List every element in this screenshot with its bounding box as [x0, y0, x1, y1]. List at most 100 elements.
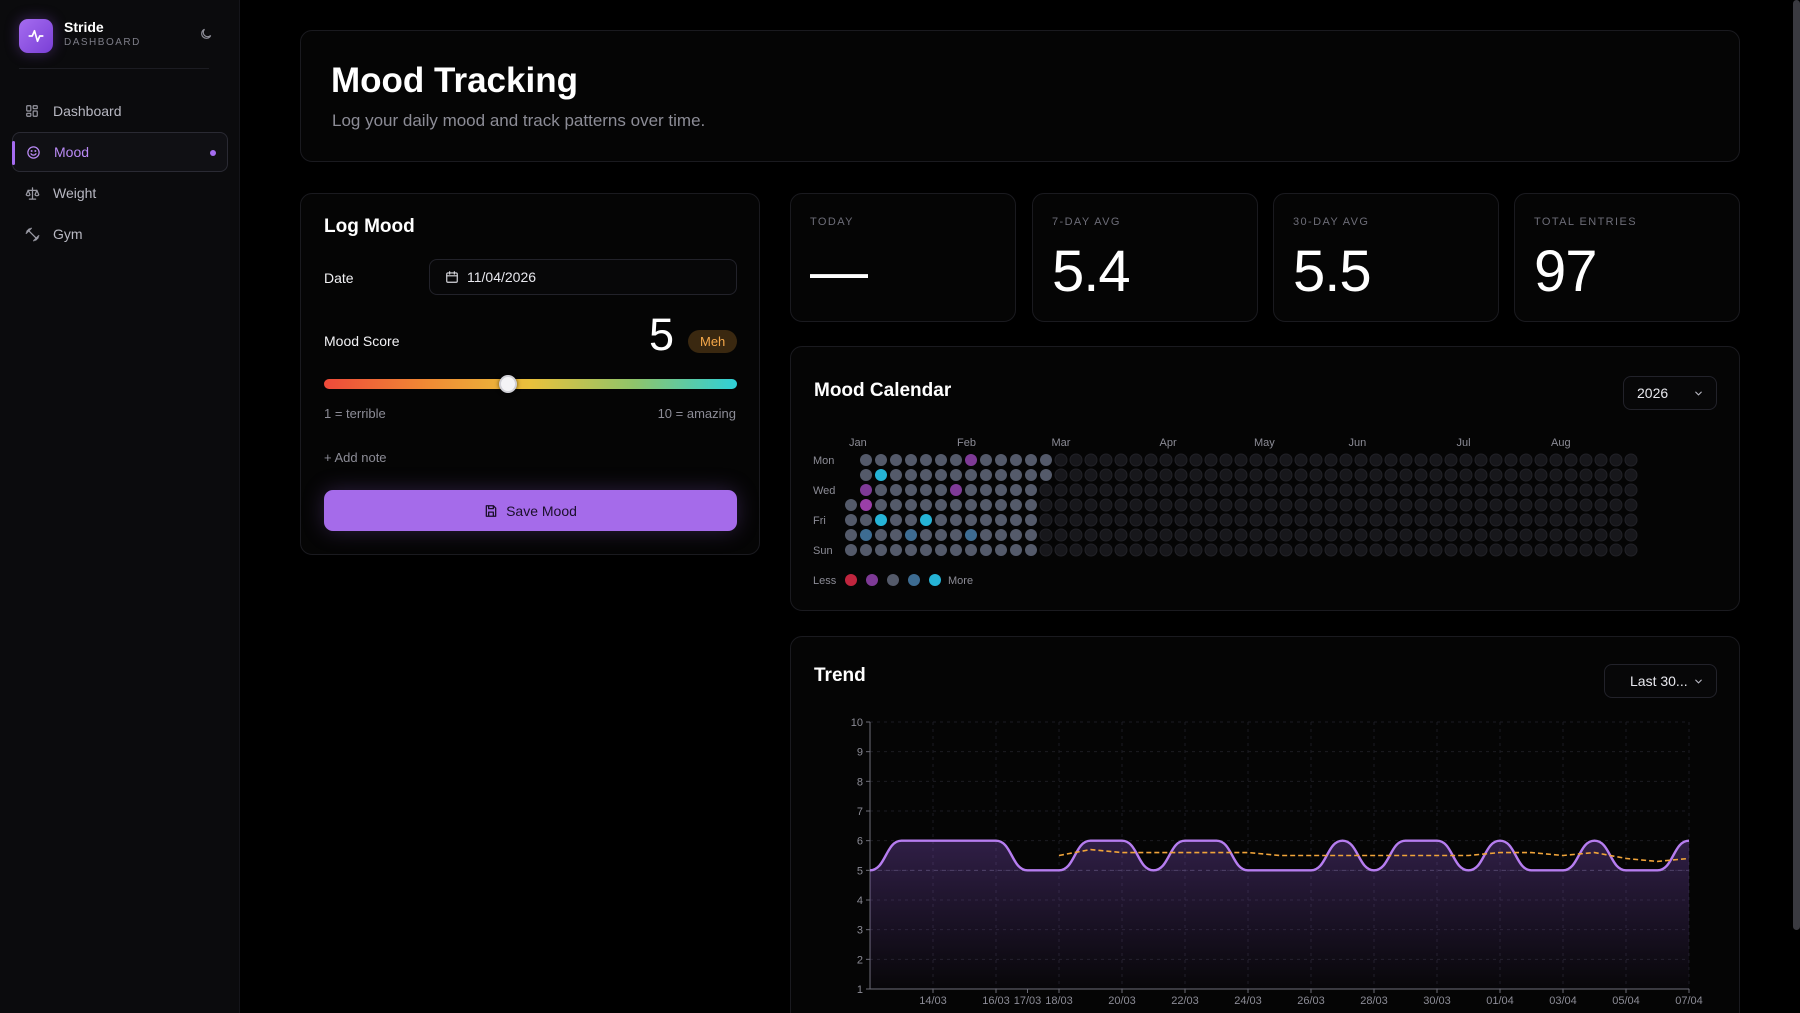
calendar-day-cell[interactable]: [1144, 483, 1158, 497]
calendar-day-cell[interactable]: [980, 484, 992, 496]
calendar-day-cell[interactable]: [1459, 543, 1473, 557]
calendar-day-cell[interactable]: [1025, 529, 1037, 541]
calendar-day-cell[interactable]: [965, 469, 977, 481]
calendar-day-cell[interactable]: [1144, 528, 1158, 542]
calendar-day-cell[interactable]: [1324, 543, 1338, 557]
calendar-day-cell[interactable]: [890, 454, 902, 466]
calendar-day-cell[interactable]: [1264, 528, 1278, 542]
calendar-day-cell[interactable]: [890, 544, 902, 556]
calendar-day-cell[interactable]: [1489, 543, 1503, 557]
calendar-day-cell[interactable]: [1189, 468, 1203, 482]
calendar-day-cell[interactable]: [1519, 483, 1533, 497]
calendar-day-cell[interactable]: [1084, 498, 1098, 512]
calendar-day-cell[interactable]: [890, 469, 902, 481]
moon-icon[interactable]: [198, 26, 214, 42]
calendar-day-cell[interactable]: [1579, 468, 1593, 482]
calendar-day-cell[interactable]: [1624, 528, 1638, 542]
calendar-day-cell[interactable]: [1564, 528, 1578, 542]
calendar-day-cell[interactable]: [965, 544, 977, 556]
calendar-day-cell[interactable]: [1204, 468, 1218, 482]
calendar-day-cell[interactable]: [980, 514, 992, 526]
calendar-day-cell[interactable]: [1609, 543, 1623, 557]
calendar-day-cell[interactable]: [1414, 543, 1428, 557]
calendar-day-cell[interactable]: [1294, 498, 1308, 512]
calendar-day-cell[interactable]: [1354, 498, 1368, 512]
calendar-day-cell[interactable]: [1534, 513, 1548, 527]
calendar-day-cell[interactable]: [1309, 453, 1323, 467]
calendar-day-cell[interactable]: [1354, 543, 1368, 557]
calendar-day-cell[interactable]: [1519, 453, 1533, 467]
calendar-day-cell[interactable]: [1339, 483, 1353, 497]
calendar-day-cell[interactable]: [1384, 513, 1398, 527]
calendar-day-cell[interactable]: [1249, 453, 1263, 467]
calendar-day-cell[interactable]: [1564, 543, 1578, 557]
calendar-day-cell[interactable]: [1624, 513, 1638, 527]
calendar-day-cell[interactable]: [860, 499, 872, 511]
calendar-day-cell[interactable]: [1159, 513, 1173, 527]
calendar-day-cell[interactable]: [1159, 528, 1173, 542]
calendar-day-cell[interactable]: [950, 529, 962, 541]
calendar-day-cell[interactable]: [1369, 528, 1383, 542]
calendar-day-cell[interactable]: [1159, 453, 1173, 467]
calendar-day-cell[interactable]: [1174, 513, 1188, 527]
calendar-day-cell[interactable]: [1489, 483, 1503, 497]
add-note-link[interactable]: + Add note: [324, 450, 387, 465]
calendar-day-cell[interactable]: [950, 484, 962, 496]
calendar-day-cell[interactable]: [1534, 528, 1548, 542]
calendar-day-cell[interactable]: [1354, 528, 1368, 542]
calendar-day-cell[interactable]: [1234, 528, 1248, 542]
calendar-day-cell[interactable]: [1534, 468, 1548, 482]
calendar-day-cell[interactable]: [1144, 453, 1158, 467]
calendar-day-cell[interactable]: [1054, 528, 1068, 542]
calendar-day-cell[interactable]: [1129, 453, 1143, 467]
calendar-day-cell[interactable]: [1474, 498, 1488, 512]
calendar-day-cell[interactable]: [1099, 468, 1113, 482]
calendar-day-cell[interactable]: [1069, 453, 1083, 467]
calendar-day-cell[interactable]: [1144, 498, 1158, 512]
calendar-day-cell[interactable]: [980, 529, 992, 541]
calendar-day-cell[interactable]: [965, 529, 977, 541]
calendar-day-cell[interactable]: [1099, 543, 1113, 557]
calendar-day-cell[interactable]: [1174, 483, 1188, 497]
calendar-day-cell[interactable]: [1204, 498, 1218, 512]
calendar-day-cell[interactable]: [1444, 468, 1458, 482]
calendar-day-cell[interactable]: [1504, 453, 1518, 467]
calendar-day-cell[interactable]: [995, 544, 1007, 556]
calendar-day-cell[interactable]: [1294, 513, 1308, 527]
calendar-day-cell[interactable]: [1354, 468, 1368, 482]
calendar-day-cell[interactable]: [1459, 513, 1473, 527]
calendar-day-cell[interactable]: [1594, 513, 1608, 527]
calendar-day-cell[interactable]: [875, 469, 887, 481]
sidebar-item-mood[interactable]: Mood: [12, 132, 228, 172]
calendar-day-cell[interactable]: [1309, 483, 1323, 497]
calendar-day-cell[interactable]: [1069, 528, 1083, 542]
calendar-day-cell[interactable]: [1399, 483, 1413, 497]
calendar-day-cell[interactable]: [1399, 453, 1413, 467]
calendar-day-cell[interactable]: [1114, 543, 1128, 557]
calendar-day-cell[interactable]: [1414, 483, 1428, 497]
calendar-day-cell[interactable]: [890, 514, 902, 526]
calendar-day-cell[interactable]: [1474, 528, 1488, 542]
calendar-day-cell[interactable]: [1339, 468, 1353, 482]
calendar-day-cell[interactable]: [1519, 468, 1533, 482]
calendar-day-cell[interactable]: [1234, 453, 1248, 467]
calendar-day-cell[interactable]: [920, 514, 932, 526]
calendar-day-cell[interactable]: [1414, 513, 1428, 527]
calendar-day-cell[interactable]: [860, 469, 872, 481]
calendar-day-cell[interactable]: [1264, 513, 1278, 527]
calendar-day-cell[interactable]: [1249, 498, 1263, 512]
calendar-day-cell[interactable]: [980, 544, 992, 556]
calendar-day-cell[interactable]: [1264, 543, 1278, 557]
calendar-day-cell[interactable]: [1144, 468, 1158, 482]
calendar-day-cell[interactable]: [950, 514, 962, 526]
calendar-day-cell[interactable]: [1129, 468, 1143, 482]
calendar-day-cell[interactable]: [1144, 543, 1158, 557]
calendar-day-cell[interactable]: [1039, 483, 1053, 497]
calendar-day-cell[interactable]: [1369, 468, 1383, 482]
calendar-day-cell[interactable]: [1594, 468, 1608, 482]
calendar-day-cell[interactable]: [1309, 543, 1323, 557]
calendar-day-cell[interactable]: [1010, 454, 1022, 466]
calendar-day-cell[interactable]: [1219, 483, 1233, 497]
calendar-day-cell[interactable]: [1474, 468, 1488, 482]
calendar-day-cell[interactable]: [1474, 543, 1488, 557]
